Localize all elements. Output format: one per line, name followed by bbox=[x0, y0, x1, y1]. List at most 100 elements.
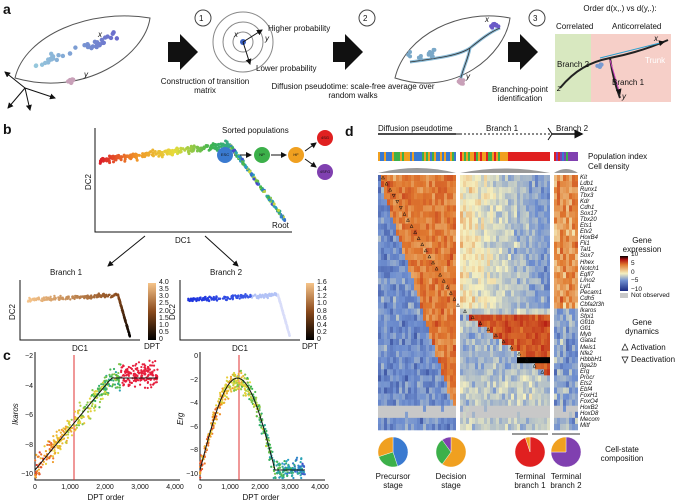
heat-cell bbox=[387, 338, 390, 346]
cell bbox=[252, 294, 255, 298]
heat-cell bbox=[484, 320, 487, 328]
heat-cell bbox=[526, 205, 529, 212]
heat-cell bbox=[390, 399, 393, 407]
cell bbox=[282, 475, 285, 478]
heat-cell bbox=[481, 223, 484, 230]
heat-cell bbox=[502, 357, 505, 364]
cell bbox=[282, 470, 285, 473]
heat-cell bbox=[560, 241, 563, 249]
cell bbox=[137, 372, 141, 375]
heat-cell bbox=[402, 351, 405, 358]
heat-cell bbox=[560, 199, 563, 206]
heat-cell bbox=[496, 260, 499, 267]
heat-cell bbox=[450, 253, 453, 261]
heat-cell bbox=[387, 260, 390, 267]
heat-cell bbox=[563, 320, 566, 328]
heat-cell bbox=[496, 290, 499, 297]
population-cell bbox=[406, 152, 408, 161]
heat-cell bbox=[508, 417, 511, 425]
heat-cell bbox=[450, 320, 453, 328]
heat-cell bbox=[505, 193, 508, 200]
heat-cell bbox=[572, 423, 575, 431]
heat-cell bbox=[532, 199, 535, 206]
heat-cell bbox=[541, 175, 544, 182]
heat-cell bbox=[438, 302, 441, 309]
heat-cell bbox=[517, 217, 520, 224]
heat-cell bbox=[384, 302, 387, 309]
heat-cell bbox=[490, 399, 493, 407]
heat-cell bbox=[414, 393, 417, 400]
heat-cell bbox=[414, 387, 417, 394]
heat-cell bbox=[460, 223, 463, 230]
cell bbox=[208, 146, 212, 150]
cell bbox=[44, 462, 48, 465]
heat-cell bbox=[526, 175, 529, 182]
heat-cell bbox=[511, 278, 514, 285]
population-cell bbox=[496, 152, 498, 161]
heat-cell bbox=[505, 241, 508, 249]
heat-cell bbox=[420, 284, 423, 291]
heat-cell bbox=[432, 199, 435, 206]
heat-cell bbox=[563, 175, 566, 182]
heat-cell bbox=[517, 332, 520, 340]
heat-cell bbox=[499, 381, 502, 388]
heat-cell bbox=[490, 381, 493, 388]
heat-cell bbox=[547, 229, 550, 237]
heat-cell bbox=[381, 314, 384, 322]
heat-cell bbox=[432, 393, 435, 400]
heat-cell bbox=[487, 345, 490, 352]
heat-cell bbox=[378, 393, 381, 400]
heat-cell bbox=[511, 284, 514, 291]
heat-cell bbox=[493, 266, 496, 273]
heat-cell bbox=[563, 260, 566, 267]
heat-cell bbox=[499, 423, 502, 431]
heat-cell bbox=[460, 247, 463, 255]
heat-cell bbox=[441, 284, 444, 291]
heat-cell bbox=[447, 345, 450, 352]
heat-cell bbox=[466, 199, 469, 206]
heat-cell bbox=[460, 187, 463, 194]
heat-cell bbox=[393, 247, 396, 255]
heat-cell bbox=[554, 175, 557, 182]
population-cell bbox=[482, 152, 484, 161]
cell bbox=[146, 381, 149, 385]
heat-cell bbox=[426, 332, 429, 340]
heat-cell bbox=[408, 211, 411, 218]
cell bbox=[111, 373, 114, 376]
heat-cell bbox=[529, 332, 532, 340]
heat-cell bbox=[475, 253, 478, 261]
heat-cell bbox=[453, 229, 456, 237]
heat-cell bbox=[511, 320, 514, 328]
heat-cell bbox=[405, 417, 408, 425]
heat-cell bbox=[554, 229, 557, 237]
heat-cell bbox=[453, 175, 456, 182]
heat-cell bbox=[517, 399, 520, 407]
heat-cell bbox=[411, 266, 414, 273]
heat-cell bbox=[557, 320, 560, 328]
heat-cell bbox=[390, 199, 393, 206]
heat-cell bbox=[496, 314, 499, 322]
heat-cell bbox=[566, 417, 569, 425]
heat-cell bbox=[435, 181, 438, 188]
heat-cell bbox=[453, 369, 456, 376]
heat-cell bbox=[572, 338, 575, 346]
heat-cell bbox=[417, 187, 420, 194]
heat-cell bbox=[408, 357, 411, 364]
heat-cell bbox=[387, 405, 390, 413]
heat-cell bbox=[481, 266, 484, 273]
cell bbox=[67, 78, 73, 83]
heat-cell bbox=[381, 253, 384, 261]
heat-cell bbox=[569, 266, 572, 273]
heat-cell bbox=[523, 205, 526, 212]
heat-cell bbox=[505, 345, 508, 352]
heat-cell bbox=[475, 387, 478, 394]
heat-cell bbox=[575, 278, 578, 285]
heat-cell bbox=[420, 302, 423, 309]
heat-cell bbox=[417, 241, 420, 249]
heat-cell bbox=[502, 405, 505, 413]
x-label: x bbox=[98, 30, 102, 39]
heat-cell bbox=[535, 229, 538, 237]
heat-cell bbox=[414, 181, 417, 188]
heat-cell bbox=[378, 290, 381, 297]
heat-cell bbox=[547, 241, 550, 249]
